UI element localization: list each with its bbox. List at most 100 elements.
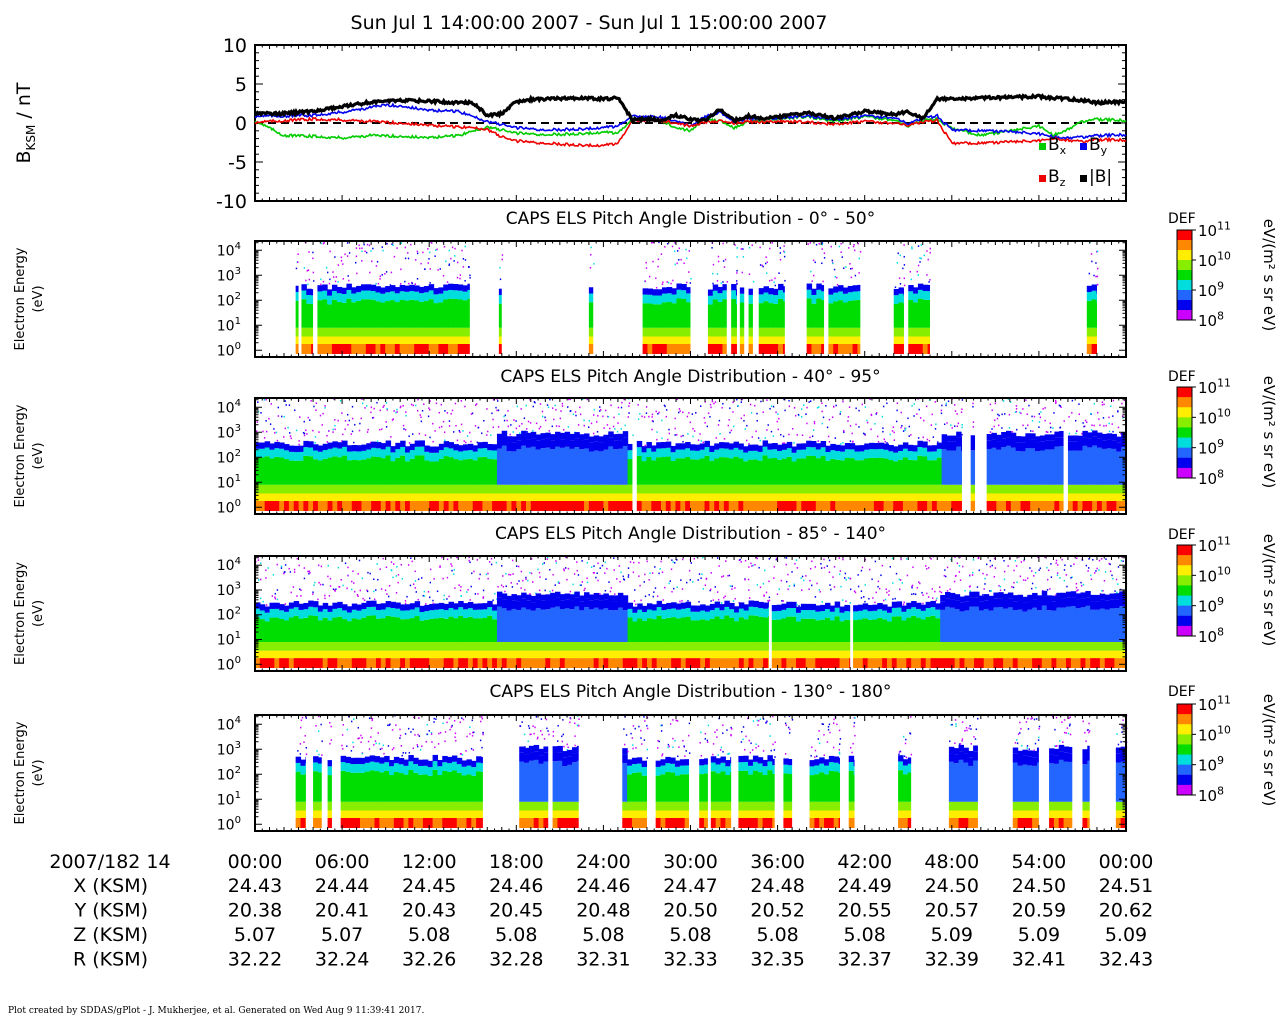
band-core: [795, 621, 802, 642]
band-edge: [709, 603, 716, 611]
noise-speck: [320, 283, 322, 286]
band-hot: [322, 344, 328, 354]
band-hot: [738, 658, 745, 668]
noise-speck: [499, 266, 501, 269]
series-line-Bx: [254, 114, 1127, 140]
band-edge: [438, 443, 445, 451]
noise-speck: [864, 406, 867, 408]
band-warm: [840, 493, 846, 501]
noise-speck: [935, 423, 937, 425]
noise-speck: [462, 258, 465, 260]
band-core: [395, 457, 401, 485]
band-mid: [763, 641, 769, 651]
band-edge: [409, 603, 416, 610]
band-edge: [816, 283, 822, 290]
band-edge: [584, 433, 590, 440]
band-upper: [555, 597, 561, 607]
band-warm: [883, 493, 890, 501]
band-core: [322, 458, 329, 485]
band-edge: [738, 602, 745, 609]
band-edge: [405, 446, 411, 453]
band-upper: [1067, 441, 1074, 451]
band-warm: [902, 493, 909, 501]
band-hot: [521, 501, 527, 511]
band-upper: [1025, 439, 1031, 449]
band-edge: [849, 605, 851, 612]
band-core: [588, 451, 595, 485]
band-mid: [385, 484, 392, 494]
noise-speck: [812, 259, 815, 262]
band-warm: [690, 650, 696, 659]
noise-speck: [1060, 406, 1062, 408]
band-core: [380, 618, 387, 642]
band-mid: [400, 641, 406, 651]
noise-speck: [926, 568, 928, 570]
noise-speck: [768, 279, 771, 282]
band-core: [423, 301, 430, 328]
band-hot: [893, 501, 899, 511]
band-mid: [869, 484, 875, 494]
band-hot: [867, 658, 874, 668]
band-edge: [400, 604, 406, 611]
band-warm: [778, 336, 784, 344]
band-edge: [405, 604, 411, 611]
noise-speck: [532, 429, 534, 432]
noise-speck: [813, 422, 816, 425]
band-edge: [317, 445, 324, 452]
band-mid: [414, 641, 421, 651]
noise-speck: [469, 561, 471, 564]
noise-speck: [320, 565, 323, 568]
noise-speck: [989, 431, 992, 433]
band-upper: [467, 450, 474, 459]
band-edge: [878, 442, 885, 449]
noise-speck: [848, 247, 850, 249]
band-hot: [593, 501, 600, 511]
noise-speck: [483, 419, 485, 422]
noise-speck: [262, 600, 264, 603]
band-upper: [487, 607, 493, 616]
noise-speck: [453, 573, 455, 575]
noise-speck: [606, 415, 609, 418]
band-warm: [917, 336, 924, 344]
noise-speck: [808, 588, 810, 591]
band-warm: [521, 493, 527, 501]
band-warm: [906, 650, 912, 659]
band-mid: [327, 484, 334, 494]
band-hot: [308, 501, 314, 511]
band-upper: [781, 449, 788, 459]
band-upper: [400, 610, 406, 620]
band-hot: [284, 658, 290, 668]
band-mid: [327, 327, 333, 337]
band-core: [632, 621, 638, 642]
noise-speck: [292, 586, 295, 588]
noise-speck: [665, 415, 667, 418]
band-core: [768, 303, 774, 328]
band-mid: [317, 484, 324, 494]
band-core: [622, 446, 629, 485]
band-edge: [651, 445, 657, 452]
noise-speck: [991, 428, 993, 430]
band-core: [815, 620, 821, 642]
band-core: [399, 299, 406, 328]
noise-speck: [741, 271, 743, 274]
band-upper: [810, 447, 817, 456]
band-edge: [288, 445, 295, 452]
noise-speck: [857, 585, 860, 588]
noise-speck: [529, 571, 531, 574]
noise-speck: [259, 597, 262, 600]
noise-speck: [443, 594, 445, 597]
noise-speck: [623, 398, 625, 401]
noise-speck: [352, 570, 354, 573]
noise-speck: [277, 406, 279, 409]
noise-speck: [736, 269, 738, 272]
noise-speck: [346, 242, 349, 244]
noise-speck: [545, 578, 547, 580]
noise-speck: [414, 580, 417, 582]
noise-speck: [467, 589, 469, 591]
band-core: [448, 457, 454, 485]
noise-speck: [460, 586, 462, 588]
band-edge: [255, 602, 261, 609]
band-edge: [1020, 436, 1026, 443]
band-warm: [1005, 493, 1012, 501]
noise-speck: [299, 588, 301, 591]
